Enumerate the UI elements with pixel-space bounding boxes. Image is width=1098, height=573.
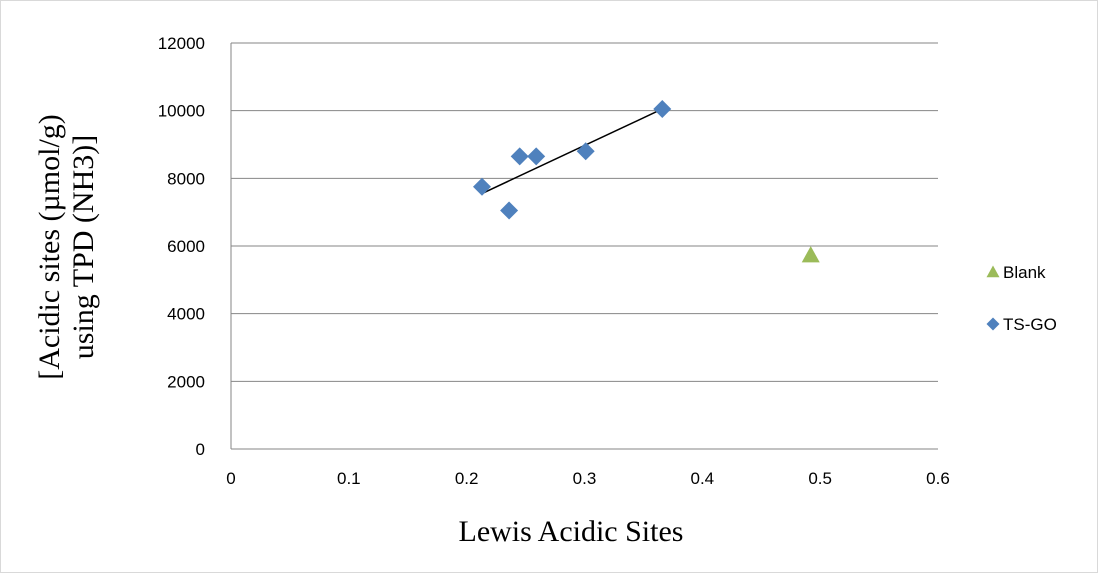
x-tick-label: 0.2 bbox=[455, 469, 479, 488]
axes bbox=[230, 43, 938, 450]
point-ts-go bbox=[527, 147, 546, 166]
y-tick-label: 0 bbox=[196, 440, 205, 459]
x-tick-label: 0.5 bbox=[808, 469, 832, 488]
gridlines bbox=[231, 42, 938, 382]
point-ts-go bbox=[472, 177, 491, 196]
point-ts-go bbox=[576, 142, 595, 161]
y-tick-label: 10000 bbox=[158, 102, 205, 121]
y-axis-title-line2: using TPD (NH3)] bbox=[67, 135, 100, 359]
point-blank bbox=[801, 246, 820, 263]
trendline-layer bbox=[481, 108, 663, 195]
x-tick-label: 0.1 bbox=[337, 469, 361, 488]
data-points bbox=[472, 99, 820, 263]
x-tick-label: 0.4 bbox=[691, 469, 715, 488]
x-tick-labels: 0 0.1 0.2 0.3 0.4 0.5 0.6 bbox=[226, 469, 950, 488]
legend-label: TS-GO bbox=[1003, 315, 1057, 334]
y-tick-label: 8000 bbox=[167, 169, 205, 188]
y-axis-title-line1: [Acidic sites (µmol/g) bbox=[33, 114, 66, 380]
legend-marker-ts-go bbox=[986, 317, 1000, 331]
x-tick-label: 0 bbox=[226, 469, 235, 488]
x-tick-label: 0.6 bbox=[926, 469, 950, 488]
y-tick-labels: 0 2000 4000 6000 8000 10000 12000 bbox=[158, 34, 205, 459]
y-tick-label: 2000 bbox=[167, 372, 205, 391]
point-ts-go bbox=[653, 99, 672, 118]
legend: Blank TS-GO bbox=[986, 263, 1057, 334]
legend-marker-blank bbox=[986, 265, 1000, 278]
y-tick-label: 12000 bbox=[158, 34, 205, 53]
legend-label: Blank bbox=[1003, 263, 1046, 282]
trendline bbox=[481, 108, 663, 195]
y-tick-label: 6000 bbox=[167, 237, 205, 256]
x-axis-title: Lewis Acidic Sites bbox=[459, 515, 684, 548]
y-tick-label: 4000 bbox=[167, 305, 205, 324]
point-ts-go bbox=[500, 201, 519, 220]
x-tick-label: 0.3 bbox=[573, 469, 597, 488]
point-ts-go bbox=[510, 147, 529, 166]
